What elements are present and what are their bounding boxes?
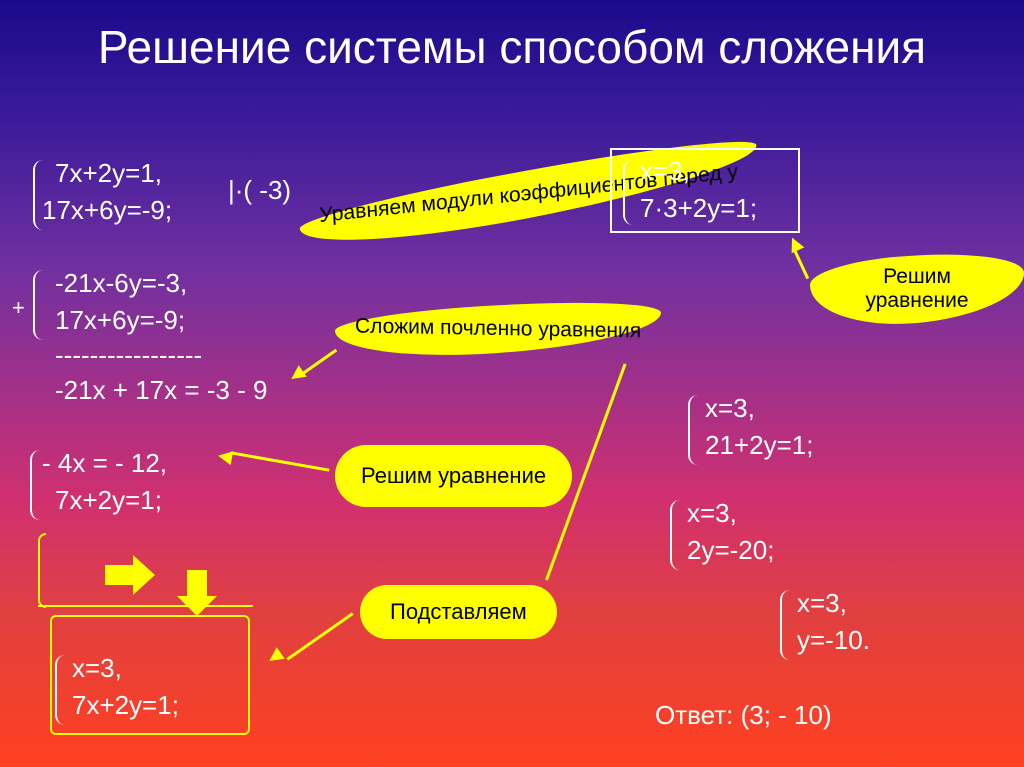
- fat-arrow-right: [105, 555, 155, 595]
- slide-title: Решение системы способом сложения: [0, 20, 1024, 75]
- banner-substitute-text: Подставляем: [390, 599, 527, 624]
- system6-line1: x=3,: [705, 393, 755, 424]
- brace-6: [688, 395, 698, 465]
- system8-line2: y=-10.: [797, 625, 870, 656]
- arrow-3-head: [217, 449, 233, 465]
- banner-solve: Решим уравнение: [335, 445, 572, 507]
- system1-line1: 7x+2y=1,: [55, 158, 162, 189]
- multiply-by: |·( -3): [228, 175, 291, 206]
- system5-line1: x=3,: [640, 156, 690, 187]
- system7-line2: 2y=-20;: [687, 535, 774, 566]
- plus-sign: +: [12, 295, 25, 321]
- sum-line: -21x + 17x = -3 - 9: [55, 375, 267, 406]
- system8-line1: x=3,: [797, 588, 847, 619]
- brace-3: [30, 450, 40, 520]
- banner-solve2-text: Решим уравнение: [832, 265, 1002, 313]
- system6-line2: 21+2y=1;: [705, 430, 813, 461]
- banner-add-text: Сложим почленно уравнения: [355, 314, 641, 343]
- banner-substitute: Подставляем: [360, 585, 557, 639]
- answer: Ответ: (3; - 10): [655, 700, 832, 731]
- brace-5: [623, 160, 633, 225]
- system3-line2: 7x+2y=1;: [55, 485, 162, 516]
- system1-line2: 17x+6y=-9;: [42, 195, 172, 226]
- system5-line2: 7·3+2y=1;: [640, 193, 757, 224]
- fat-arrow-down: [172, 570, 222, 610]
- brace-2: [33, 270, 43, 340]
- connector-1: [38, 533, 46, 608]
- system2-line2: 17x+6y=-9;: [55, 305, 185, 336]
- system7-line1: x=3,: [687, 498, 737, 529]
- banner-solve-text: Решим уравнение: [361, 463, 546, 488]
- dashes: -----------------: [55, 340, 202, 371]
- brace-7: [670, 500, 680, 570]
- brace-8: [780, 590, 790, 660]
- system2-line1: -21x-6y=-3,: [55, 268, 187, 299]
- box-s4: [50, 615, 250, 735]
- system3-line1: - 4x = - 12,: [42, 448, 167, 479]
